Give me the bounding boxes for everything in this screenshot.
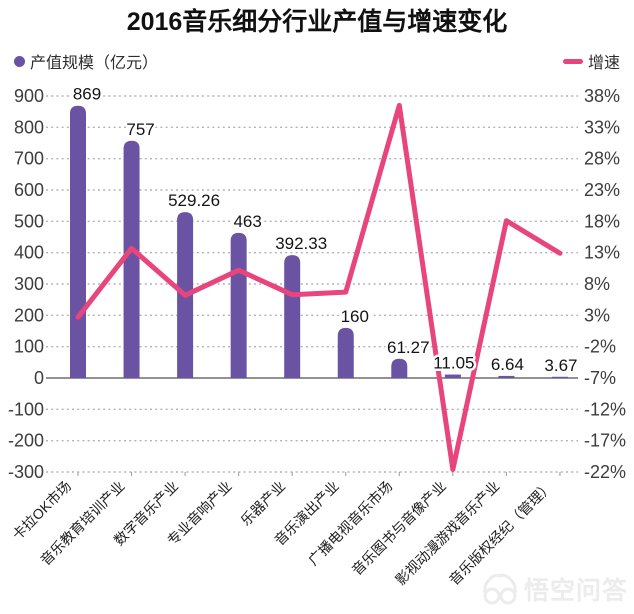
y-axis-tick-label-left: 100 bbox=[14, 337, 44, 357]
bar-value-label: 392.33 bbox=[275, 234, 327, 253]
bar-value-label: 869 bbox=[73, 85, 101, 104]
y-axis-tick-label-right: -7% bbox=[584, 368, 616, 388]
line-series-dash-icon bbox=[562, 58, 583, 64]
bar bbox=[123, 140, 140, 378]
y-axis-tick-label-right: -17% bbox=[584, 431, 626, 451]
bar-value-label: 757 bbox=[126, 120, 154, 139]
y-axis-tick-label-right: 23% bbox=[584, 180, 620, 200]
legend: 产值规模（亿元） 增速 bbox=[0, 50, 634, 72]
y-axis-tick-label-right: 18% bbox=[584, 211, 620, 231]
y-axis-tick-label-left: 200 bbox=[14, 305, 44, 325]
x-axis-category-label: 音乐版权经纪（管理） bbox=[446, 478, 556, 588]
y-axis-tick-label-left: 900 bbox=[14, 86, 44, 106]
y-axis-tick-label-left: -300 bbox=[8, 462, 44, 482]
growth-rate-line bbox=[75, 102, 563, 472]
bar bbox=[444, 374, 461, 378]
y-axis-tick-label-left: 0 bbox=[34, 368, 44, 388]
bar-value-label: 3.67 bbox=[544, 356, 577, 375]
x-axis-category-label: 音乐图书与音像产业 bbox=[349, 478, 449, 578]
legend-line-series: 增速 bbox=[562, 49, 620, 73]
y-axis-tick-label-right: 33% bbox=[584, 117, 620, 137]
y-axis-tick-label-left: 400 bbox=[14, 243, 44, 263]
y-axis-tick-label-right: -22% bbox=[584, 462, 626, 482]
bar-value-label: 6.64 bbox=[491, 355, 524, 374]
y-axis-tick-label-left: -200 bbox=[8, 431, 44, 451]
combo-chart: 900 38% 800 33% 700 28% 600 23% 500 18% 400 13% 300 8… bbox=[8, 82, 626, 588]
y-axis-tick-label-left: -100 bbox=[8, 399, 44, 419]
y-axis-tick-label-right: 38% bbox=[584, 86, 620, 106]
y-axis-tick-label-right: 3% bbox=[584, 305, 610, 325]
x-axis-category-label: 乐器产业 bbox=[237, 478, 288, 529]
legend-bar-label: 产值规模（亿元） bbox=[30, 55, 159, 72]
x-axis-category-label: 影视动漫游戏音乐产业 bbox=[392, 478, 502, 588]
y-axis-tick-label-left: 700 bbox=[14, 149, 44, 169]
y-axis-tick-label-right: -12% bbox=[584, 399, 626, 419]
bar-value-label: 463 bbox=[233, 212, 261, 231]
y-axis-tick-label-right: 13% bbox=[584, 243, 620, 263]
bar bbox=[337, 327, 354, 378]
y-axis-tick-label-left: 600 bbox=[14, 180, 44, 200]
y-axis-tick-label-right: -2% bbox=[584, 337, 616, 357]
y-axis-tick-label-left: 300 bbox=[14, 274, 44, 294]
bar bbox=[284, 255, 301, 378]
y-axis-tick-label-left: 500 bbox=[14, 211, 44, 231]
chart-title: 2016音乐细分行业产值与增速变化 bbox=[126, 8, 508, 36]
bar-value-label: 160 bbox=[341, 307, 369, 326]
bar bbox=[391, 358, 408, 378]
y-axis-tick-label-left: 800 bbox=[14, 117, 44, 137]
bar bbox=[230, 232, 247, 378]
bar bbox=[498, 375, 515, 378]
y-axis-tick-label-right: 28% bbox=[584, 149, 620, 169]
bar bbox=[70, 105, 86, 378]
legend-line-label: 增速 bbox=[587, 55, 620, 72]
legend-bar-series: 产值规模（亿元） bbox=[14, 49, 158, 73]
bar-series-dot-icon bbox=[14, 55, 25, 67]
y-axis-tick-label-right: 8% bbox=[584, 274, 610, 294]
bar-value-label: 529.26 bbox=[168, 191, 220, 210]
bar bbox=[551, 376, 568, 378]
bar-value-label: 11.05 bbox=[433, 354, 474, 373]
bar-value-label: 61.27 bbox=[387, 338, 430, 357]
